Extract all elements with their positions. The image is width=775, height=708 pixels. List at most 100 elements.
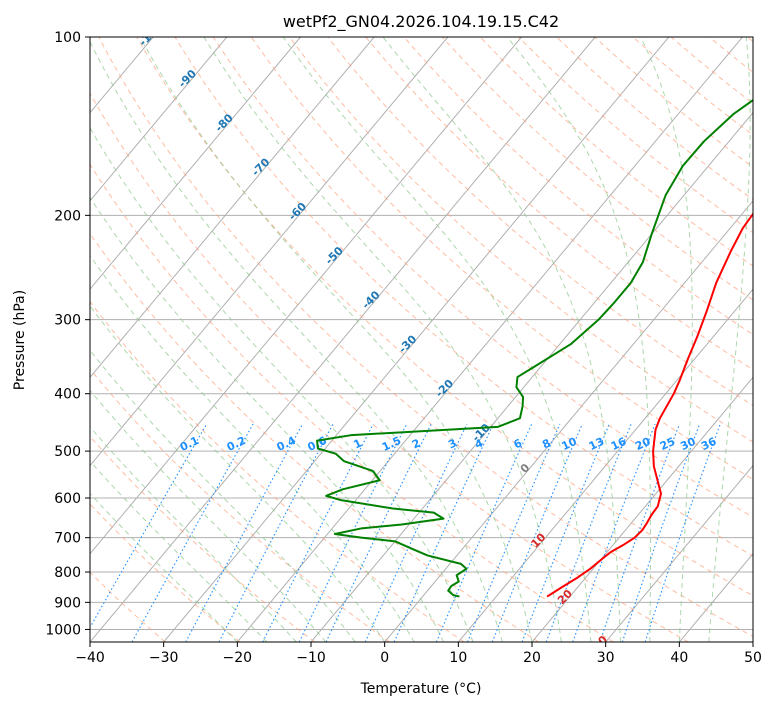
dry-adiabat-line [479, 37, 753, 267]
y-tick-label: 800 [54, 565, 81, 581]
dewpoint-profile-line [316, 98, 753, 598]
isotherm-label: -60 [286, 200, 309, 223]
temperature-profile-line [546, 212, 753, 598]
dry-adiabat-line [441, 37, 753, 301]
chart-title: wetPf2_GN04.2026.104.19.15.C42 [283, 12, 559, 32]
x-tick-label: 30 [597, 650, 615, 666]
moist-adiabat-line [90, 426, 297, 642]
isotherm-label: -40 [359, 288, 382, 311]
x-tick-label: 40 [670, 650, 688, 666]
sounding-series [316, 98, 753, 598]
mixing-ratio-line [185, 423, 304, 642]
dry-adiabat-line [327, 37, 753, 407]
mixing-ratio-line [572, 423, 656, 642]
isotherm-label: -70 [249, 155, 272, 178]
isotherm-label: -20 [433, 377, 456, 400]
isotherm-line [90, 37, 301, 290]
dry-adiabat-line [136, 37, 753, 597]
y-axis-label: Pressure (hPa) [12, 290, 28, 390]
dry-adiabat-line [594, 37, 753, 168]
dry-adiabat-line [670, 37, 753, 105]
isotherm-label: -50 [323, 244, 346, 267]
mixing-ratio-label: 8 [540, 436, 552, 451]
dry-adiabat-line [90, 435, 315, 642]
mixing-ratio-label: 20 [633, 435, 653, 453]
line-labels: 0.1 0.2 0.4 0.6 1 1.5 2 3 4 6 8 10 13 16 20 25 30 36-100-… [136, 20, 719, 642]
dry-adiabat-line [90, 368, 390, 642]
moist-adiabat-line [382, 37, 621, 642]
moist-adiabat-line [506, 37, 652, 642]
x-tick-label: −10 [296, 650, 326, 666]
mixing-ratio-line [644, 423, 721, 642]
isotherm-label: 10 [528, 530, 548, 550]
mixing-ratio-line [435, 423, 533, 642]
x-tick-label: −20 [223, 650, 253, 666]
isotherm-line [90, 37, 522, 555]
moist-adiabat-line [90, 389, 327, 642]
moist-adiabat-line [90, 492, 238, 642]
dry-adiabat-line [365, 37, 753, 371]
mixing-ratio-label: 13 [587, 435, 606, 453]
mixing-ratio-line [491, 423, 583, 642]
mixing-ratio-line [325, 423, 432, 642]
mixing-ratio-label: 2 [410, 436, 422, 451]
x-tick-label: 10 [449, 650, 467, 666]
dry-adiabat-line [174, 37, 753, 557]
mixing-ratio-label: 36 [699, 435, 719, 453]
dry-adiabat-line [212, 37, 753, 518]
isotherm-line [384, 200, 753, 642]
mixing-ratio-line [521, 423, 610, 642]
x-tick-label: −40 [75, 650, 105, 666]
mixing-ratio-label: 16 [609, 435, 629, 453]
plot-frame [89, 36, 754, 643]
mixing-ratio-line [621, 423, 701, 642]
y-tick-label: 1000 [45, 622, 81, 638]
isotherm-label: -100 [136, 20, 165, 49]
mixing-ratio-line [262, 423, 374, 642]
y-tick-label: 100 [54, 30, 81, 46]
isotherm-line [752, 641, 753, 642]
moist-adiabat-line [90, 254, 415, 642]
isotherm-line [0, 37, 6, 642]
mixing-ratio-line [298, 423, 408, 642]
dry-adiabat-line [403, 37, 753, 336]
axes: −40 −30 −20 −10 0 10 20 30 40 5010020030040050060… [45, 30, 762, 666]
y-tick-label: 700 [54, 531, 81, 547]
mixing-ratio-line [90, 423, 208, 629]
x-axis-label: Temperature (°C) [360, 681, 482, 697]
background-lines [0, 37, 753, 642]
isotherm-line [457, 288, 753, 642]
x-tick-label: −30 [149, 650, 179, 666]
mixing-ratio-label: 1 [352, 436, 364, 451]
mixing-ratio-line [599, 423, 681, 642]
mixing-ratio-line [218, 423, 334, 642]
isotherm-line [310, 111, 753, 642]
y-tick-label: 600 [54, 491, 81, 507]
moist-adiabat-line [203, 37, 562, 642]
isotherm-line [90, 37, 228, 202]
isotherm-line [605, 464, 753, 642]
mixing-ratio-line [364, 423, 468, 642]
isotherm-line [163, 37, 670, 642]
x-tick-label: 0 [380, 650, 389, 666]
mixing-ratio-line [131, 423, 254, 642]
moist-adiabat-line [90, 349, 356, 642]
mixing-ratio-line [393, 423, 494, 642]
y-tick-label: 500 [54, 444, 81, 460]
dry-adiabat-line [556, 37, 753, 201]
moist-adiabat-line [90, 305, 386, 642]
y-tick-label: 300 [54, 313, 81, 329]
moist-adiabat-line [708, 37, 751, 642]
x-tick-label: 50 [744, 650, 762, 666]
isotherm-line [90, 37, 449, 467]
mixing-ratio-label: 25 [658, 435, 677, 453]
dry-adiabat-line [90, 232, 540, 642]
y-tick-label: 900 [54, 595, 81, 611]
isotherm-line [531, 376, 753, 642]
isotherm-line [90, 37, 596, 642]
isotherm-line [90, 37, 375, 379]
moist-adiabat-line [282, 37, 592, 642]
dry-adiabat-line [747, 37, 753, 43]
mixing-ratio-line [545, 423, 632, 642]
